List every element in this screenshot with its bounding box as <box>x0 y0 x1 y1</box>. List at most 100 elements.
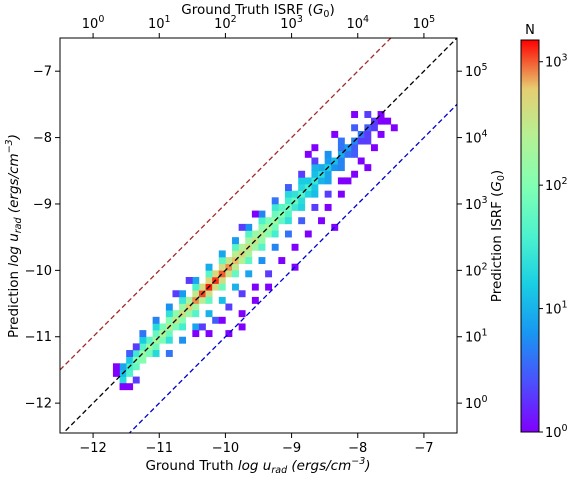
heatmap-cell <box>284 230 292 238</box>
heatmap-cell <box>218 270 226 278</box>
right-tick-label: 102 <box>465 261 488 279</box>
heatmap-cell <box>251 283 259 291</box>
heatmap-cell <box>304 184 312 191</box>
x-axis-ticks: −12 −11 −10 −9 −8 −7 <box>79 433 434 456</box>
heatmap-cell <box>119 383 127 391</box>
heatmap-cell <box>132 350 140 357</box>
heatmap-cell <box>357 137 365 145</box>
heatmap-cell <box>165 310 173 318</box>
heatmap-cell <box>331 130 339 138</box>
heatmap-cell <box>232 237 239 245</box>
heatmap-cell <box>377 117 385 125</box>
heatmap-cell <box>218 296 226 304</box>
heatmap-cell <box>271 210 279 218</box>
heatmap-cell <box>364 130 372 138</box>
heatmap-cell <box>172 310 180 318</box>
right-axis-label: Prediction ISRF (G0) <box>489 170 507 302</box>
heatmap-cell <box>278 217 286 225</box>
heatmap-cell <box>185 303 193 311</box>
heatmap-cell <box>258 237 266 245</box>
heatmap-cell <box>205 290 213 298</box>
heatmap-cell <box>152 336 160 344</box>
heatmap-cell <box>324 203 332 211</box>
heatmap-cell <box>139 336 147 344</box>
colorbar-tick-label: 101 <box>545 300 568 318</box>
heatmap-cell <box>311 184 319 191</box>
heatmap-cell <box>126 383 134 391</box>
heatmap-cell <box>205 270 213 278</box>
heatmap-cell <box>238 323 246 331</box>
heatmap-cell <box>331 164 339 172</box>
x-tick-label: −11 <box>146 441 173 456</box>
colorbar-gradient <box>520 39 540 433</box>
heatmap-cell <box>311 190 319 198</box>
heatmap-cell <box>198 296 206 304</box>
heatmap-cell <box>324 190 332 198</box>
heatmap-cell <box>218 263 226 271</box>
heatmap-cell <box>370 144 378 152</box>
heatmap-cell <box>139 330 147 338</box>
heatmap-cell <box>284 190 292 198</box>
heatmap-cell <box>232 243 239 251</box>
heatmap-cell <box>364 164 372 172</box>
heatmap-cell <box>112 369 120 377</box>
heatmap-cell <box>251 243 259 251</box>
y-tick-label: −12 <box>25 397 52 412</box>
heatmap-cell <box>351 144 359 152</box>
plot-frame <box>59 37 458 434</box>
heatmap-cell <box>238 310 246 318</box>
heatmap-cell <box>165 303 173 311</box>
heatmap-cell <box>165 336 173 344</box>
heatmap-cell <box>351 170 359 178</box>
heatmap-cell <box>364 137 372 145</box>
x-tick-label: −7 <box>414 441 433 456</box>
heatmap-cell <box>278 203 286 211</box>
heatmap-cell <box>324 157 332 165</box>
top-tick-label: 105 <box>413 14 436 32</box>
heatmap-cell <box>152 323 160 331</box>
heatmap-cell <box>152 330 160 338</box>
heatmap-cell <box>324 150 332 158</box>
heatmap-cell <box>245 237 253 245</box>
y-tick-label: −10 <box>25 264 52 279</box>
heatmap-cell <box>390 124 398 132</box>
heatmap-cell <box>165 330 173 338</box>
heatmap-cell <box>126 356 134 364</box>
reference-line <box>62 38 457 433</box>
heatmap-cell <box>311 203 319 211</box>
heatmap-cell <box>139 356 147 364</box>
heatmap-cell <box>251 230 259 238</box>
heatmap-cell <box>265 230 273 238</box>
heatmap-cell <box>337 164 345 172</box>
heatmap-cell <box>258 243 266 251</box>
heatmap-cell <box>172 323 180 331</box>
reference-line <box>60 38 392 371</box>
heatmap-cell <box>337 150 345 158</box>
top-tick-label: 102 <box>214 14 237 32</box>
heatmap-cell <box>265 283 273 291</box>
heatmap-cell <box>377 111 385 118</box>
colorbar-label: N <box>525 23 535 38</box>
heatmap-cell <box>179 290 187 298</box>
heatmap-cell <box>212 316 220 324</box>
heatmap-cell <box>271 203 279 211</box>
heatmap-cell <box>304 230 312 238</box>
heatmap-cell <box>284 197 292 205</box>
right-tick-label: 103 <box>465 195 488 213</box>
heatmap-cell <box>218 250 226 258</box>
heatmap-cell <box>185 296 193 304</box>
top-tick-label: 100 <box>82 14 105 32</box>
heatmap-cell <box>232 283 239 291</box>
y-tick-label: −11 <box>25 330 52 345</box>
heatmap-cell <box>205 276 213 284</box>
heatmap-cell <box>192 290 200 298</box>
heatmap-cell <box>205 330 213 338</box>
heatmap-cell <box>377 130 385 138</box>
heatmap-cell <box>245 257 253 265</box>
heatmap-cell <box>159 336 167 344</box>
heatmap-cell <box>251 296 259 304</box>
heatmap-cell <box>344 177 352 185</box>
heatmap-cell <box>298 177 306 185</box>
heatmap-cell <box>298 170 306 178</box>
heatmap-cell <box>265 223 273 231</box>
